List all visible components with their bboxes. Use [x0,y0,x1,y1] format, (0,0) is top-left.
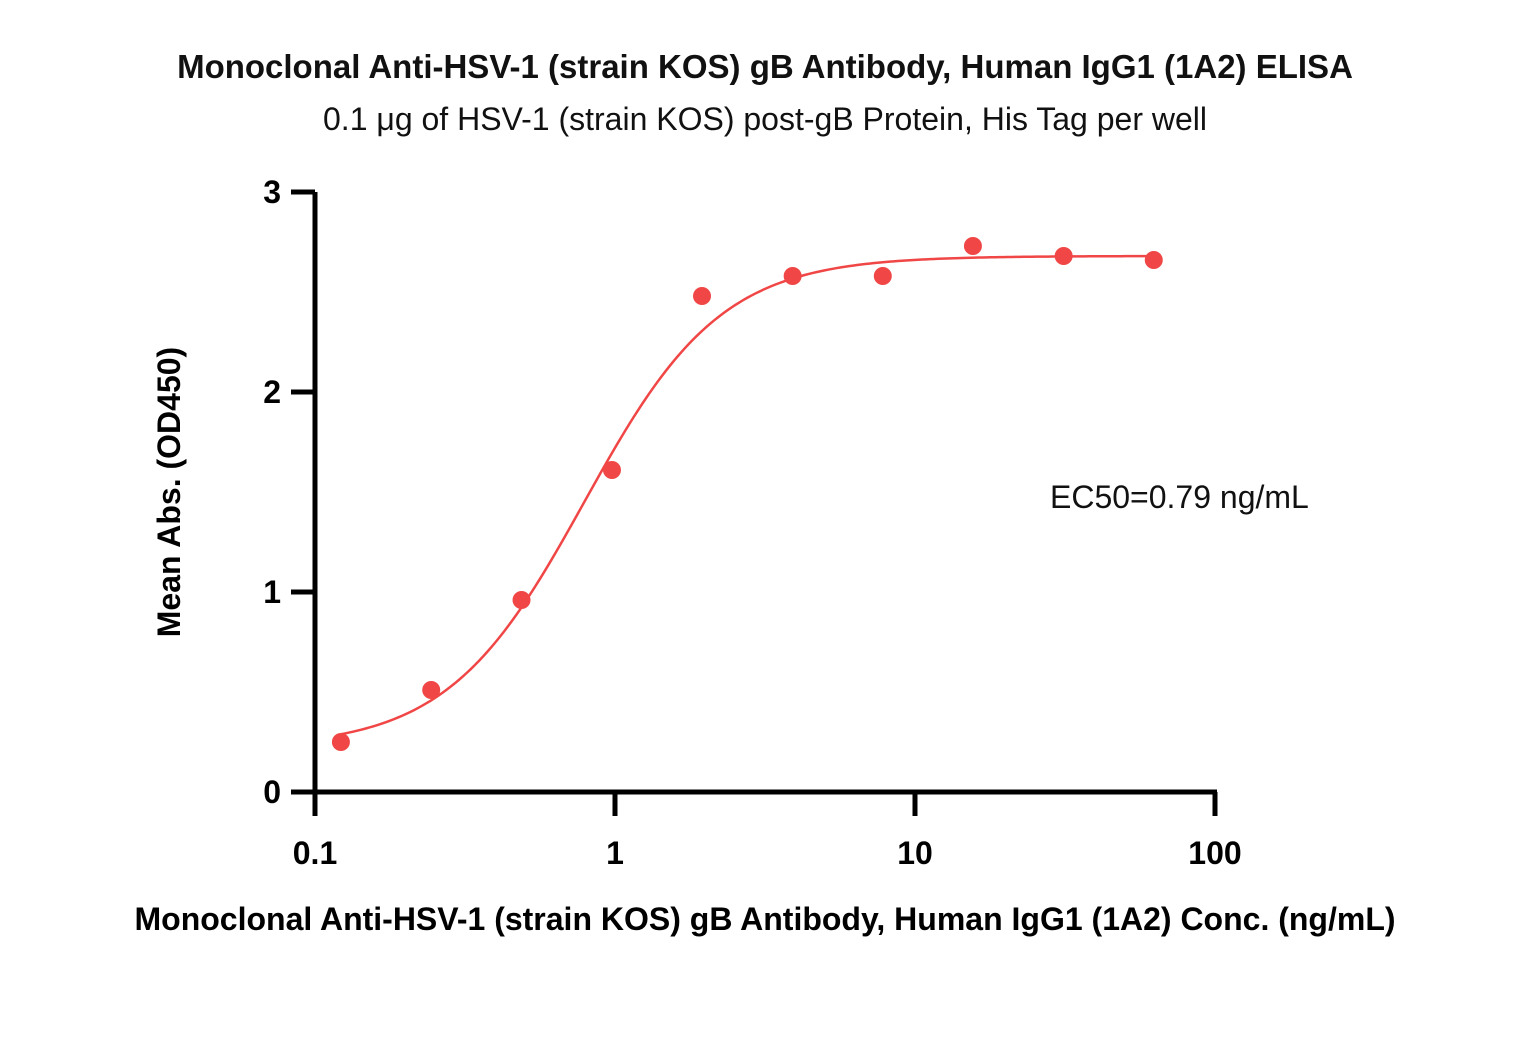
y-axis-label: Mean Abs. (OD450) [151,347,187,637]
data-point [602,461,621,479]
axes [291,189,1218,816]
tick-labels: 0 1 2 3 0.1 1 10 100 [263,174,1241,871]
data-point [693,287,712,305]
data-point [963,237,982,255]
x-tick-label: 1 [606,835,624,871]
data-point [1144,251,1163,269]
data-point [331,733,350,751]
data-point [512,591,531,609]
chart-title: Monoclonal Anti-HSV-1 (strain KOS) gB An… [177,48,1353,85]
chart-subtitle: 0.1 μg of HSV-1 (strain KOS) post-gB Pro… [323,101,1207,137]
data-point [873,267,892,285]
y-tick-label: 1 [263,574,281,610]
x-axis-label: Monoclonal Anti-HSV-1 (strain KOS) gB An… [134,901,1395,937]
fit-curve [340,254,1154,736]
x-tick-label: 100 [1188,835,1241,871]
y-tick-label: 0 [263,774,281,810]
data-point [783,267,802,285]
ec50-annotation: EC50=0.79 ng/mL [1050,479,1309,515]
y-tick-label: 2 [263,374,281,410]
y-tick-label: 3 [263,174,281,210]
x-tick-label: 0.1 [293,835,337,871]
data-points [331,237,1163,751]
data-point [422,681,441,699]
data-point [1054,247,1073,265]
x-tick-label: 10 [897,835,933,871]
